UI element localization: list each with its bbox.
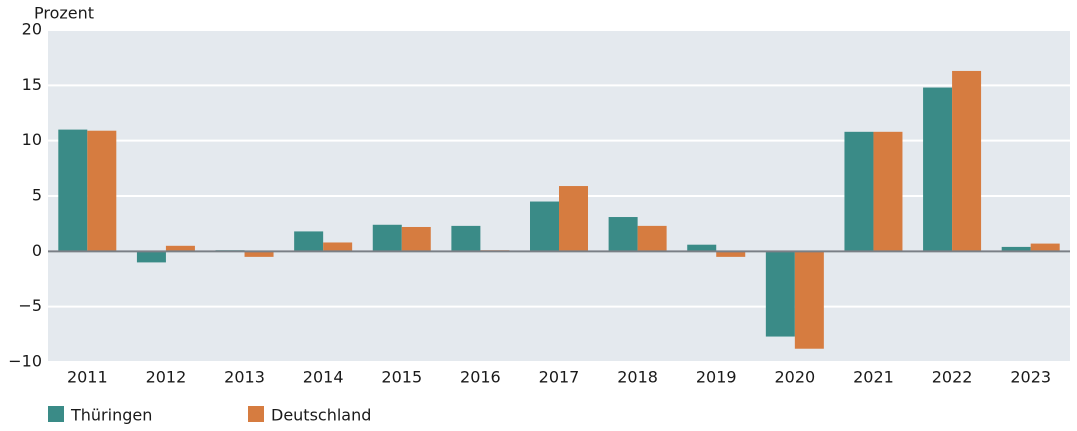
bar [323, 242, 353, 252]
x-tick-label: 2015 [381, 368, 422, 387]
y-tick-label: −10 [8, 352, 42, 371]
bar [765, 251, 795, 337]
bar [165, 245, 195, 252]
legend-swatch [48, 406, 64, 422]
y-axis-label: Prozent [34, 4, 94, 23]
bar [923, 87, 953, 252]
bar [87, 130, 117, 252]
bar [687, 244, 717, 252]
x-tick-label: 2011 [67, 368, 108, 387]
legend-label: Deutschland [271, 406, 371, 425]
bar [136, 251, 166, 263]
bar [559, 186, 588, 252]
bar [1001, 246, 1031, 252]
bar [608, 217, 638, 252]
y-tick-label: −5 [18, 296, 42, 315]
x-tick-label: 2016 [460, 368, 501, 387]
bar [637, 225, 667, 252]
bar [1030, 243, 1060, 252]
bar [451, 225, 481, 252]
bar [794, 251, 824, 349]
x-tick-label: 2020 [774, 368, 815, 387]
legend-swatch [248, 406, 264, 422]
bar [530, 201, 559, 252]
x-tick-label: 2014 [303, 368, 344, 387]
x-tick-label: 2021 [853, 368, 894, 387]
y-tick-label: 0 [32, 241, 42, 260]
x-tick-label: 2023 [1010, 368, 1051, 387]
y-tick-label: 5 [32, 186, 42, 205]
x-tick-label: 2012 [146, 368, 187, 387]
y-tick-label: 10 [22, 130, 42, 149]
y-tick-label: 15 [22, 75, 42, 94]
bar [401, 226, 431, 252]
x-tick-label: 2019 [696, 368, 737, 387]
y-tick-label: 20 [22, 20, 42, 39]
bar [716, 251, 746, 257]
bar [58, 129, 88, 252]
bar [244, 251, 274, 257]
x-tick-label: 2022 [932, 368, 973, 387]
legend-label: Thüringen [70, 406, 152, 425]
bar [952, 70, 982, 252]
x-tick-label: 2013 [224, 368, 265, 387]
bar [873, 131, 903, 252]
x-tick-label: 2017 [539, 368, 580, 387]
bar [372, 224, 402, 252]
bar [294, 231, 324, 252]
x-tick-label: 2018 [617, 368, 658, 387]
bar [844, 131, 874, 252]
